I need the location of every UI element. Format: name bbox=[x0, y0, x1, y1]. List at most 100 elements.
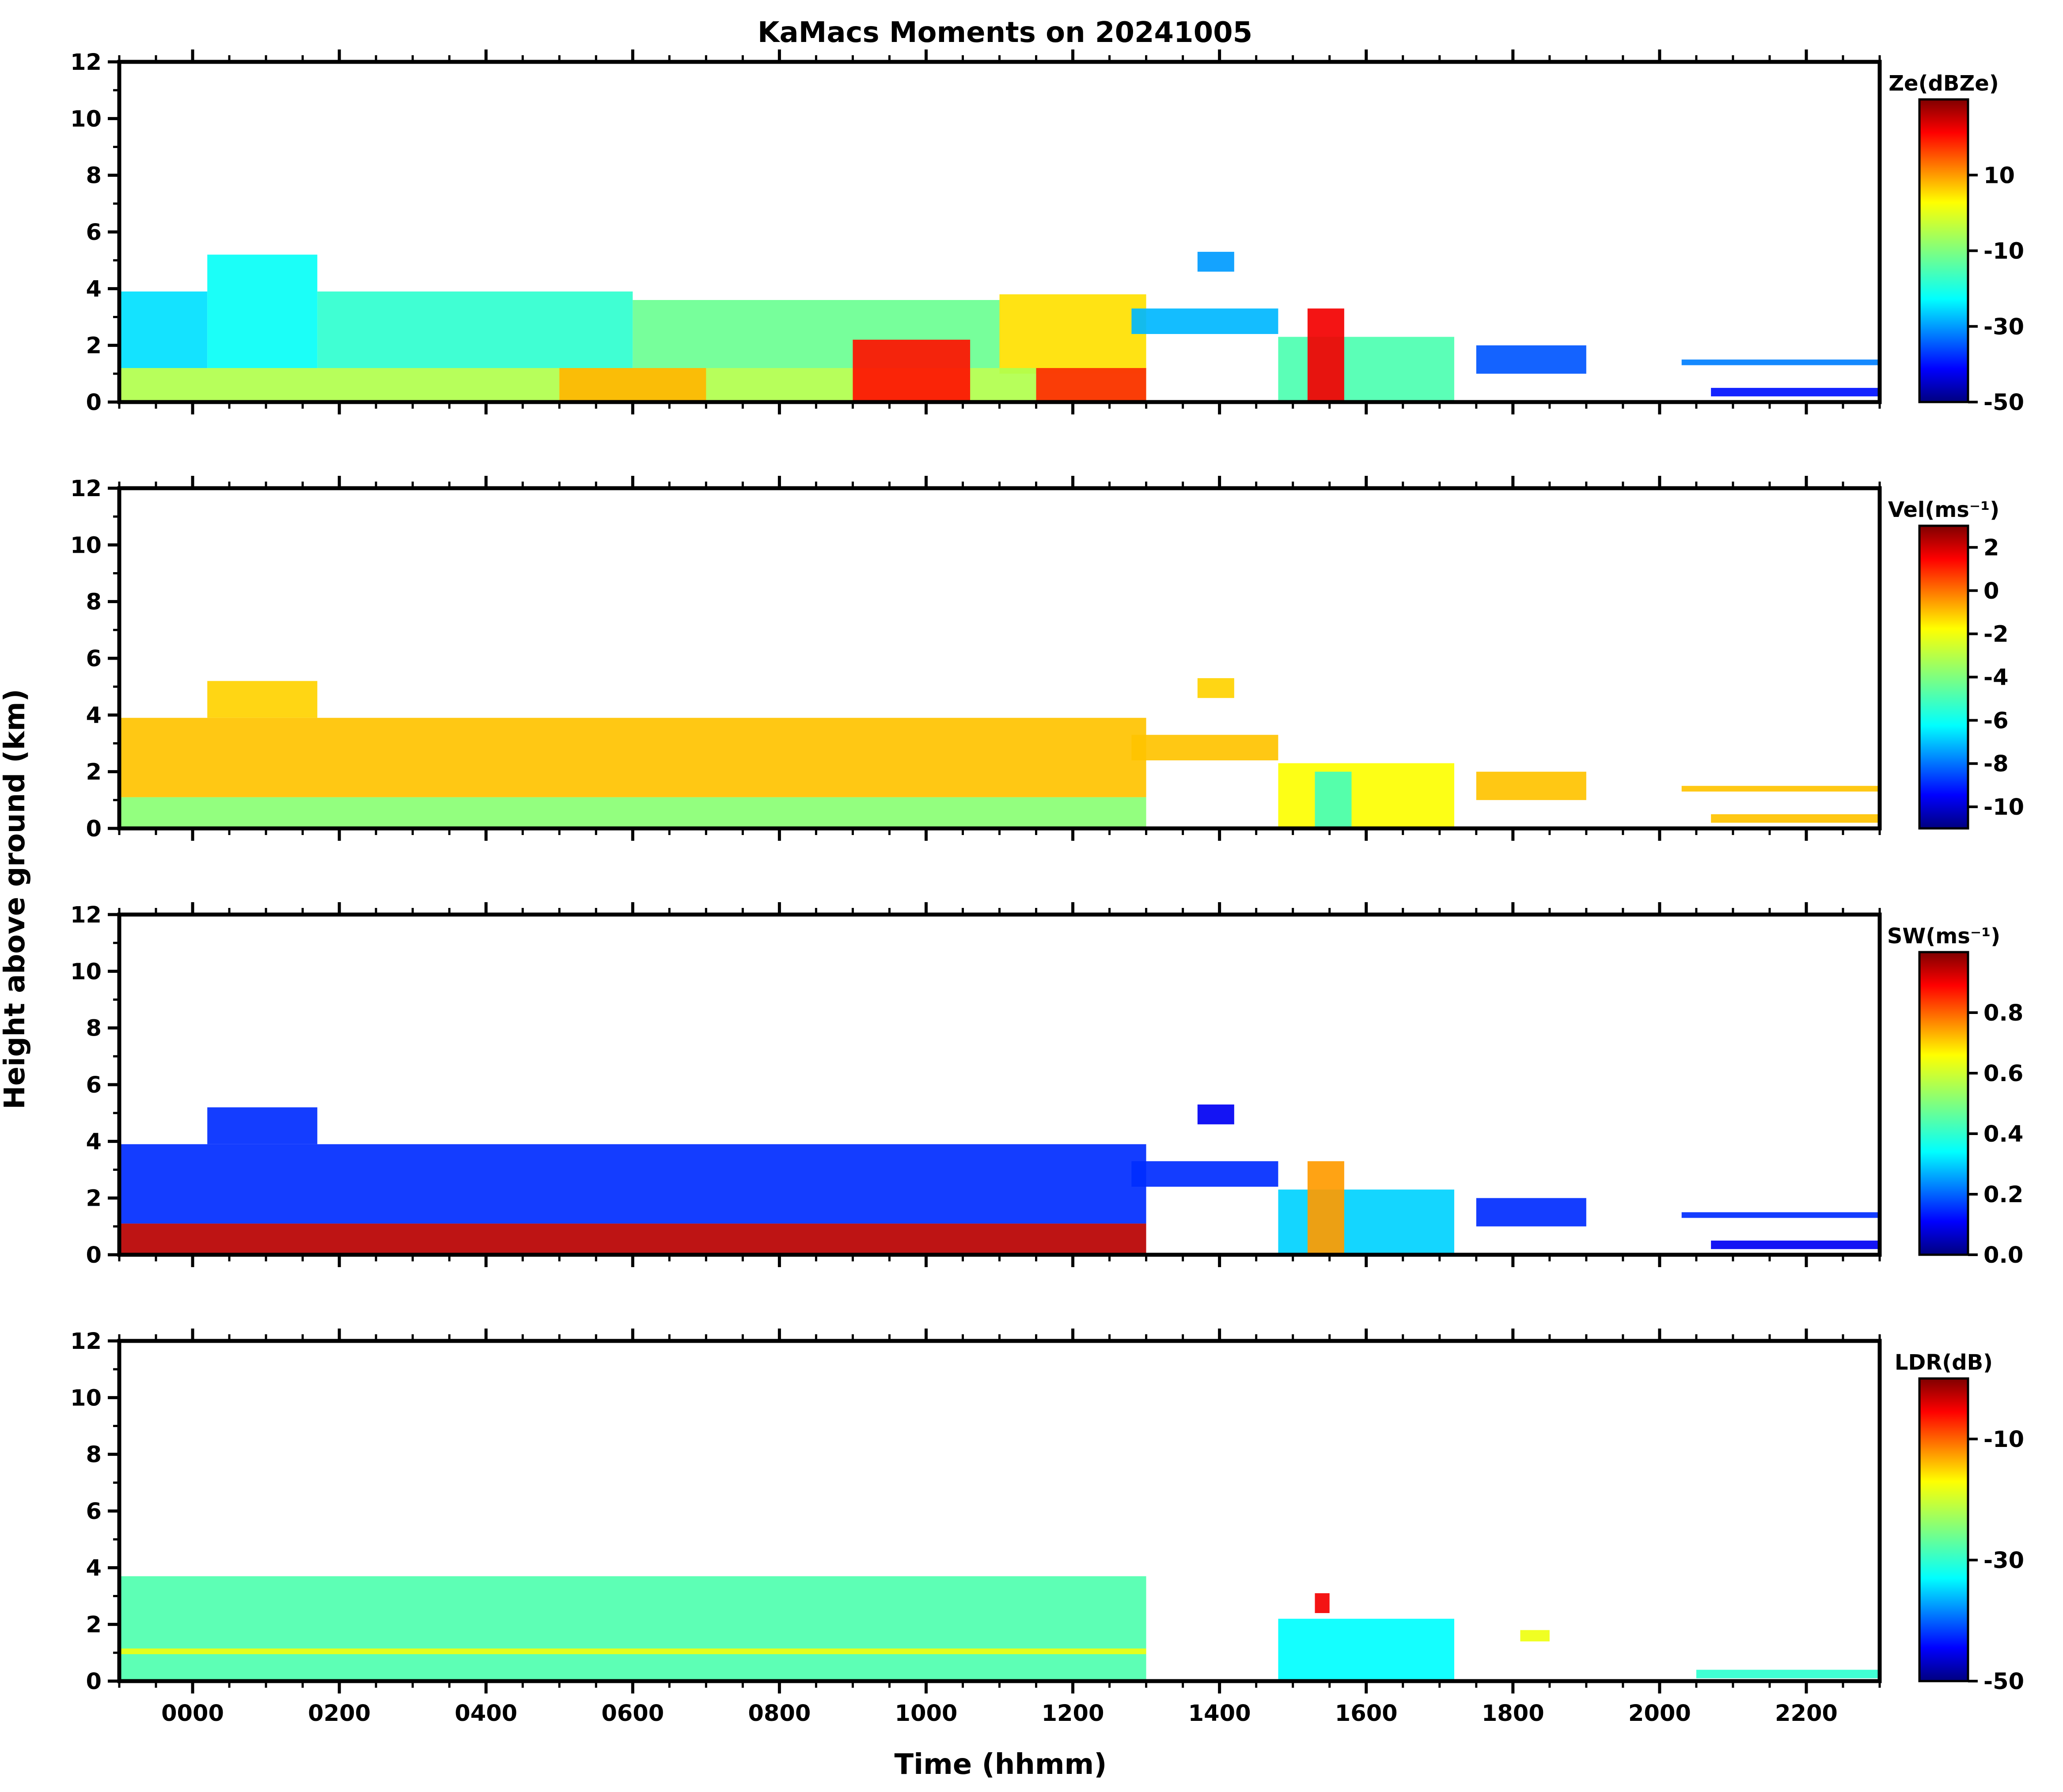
y-tick-label: 6 bbox=[86, 646, 102, 672]
colorbar bbox=[1918, 951, 1969, 1256]
y-axis-label: Height above ground (km) bbox=[0, 689, 31, 1109]
echo-region bbox=[1197, 251, 1234, 272]
colorbar-tick-label: 2 bbox=[1983, 535, 1999, 561]
echo-region bbox=[119, 718, 1146, 797]
echo-region bbox=[1711, 814, 1880, 823]
colorbar-tick-label: 0.6 bbox=[1983, 1061, 2023, 1087]
x-tick-label: 0400 bbox=[455, 1701, 517, 1727]
colorbar-label: LDR(dB) bbox=[1895, 1350, 1993, 1375]
y-tick-label: 10 bbox=[70, 532, 102, 558]
panel-ldr: 0 2 4 6 8 10 12 0000 0200 0400 0600 0800 1000 1200 140… bbox=[70, 1329, 2024, 1727]
echo-region bbox=[119, 291, 208, 368]
echo-region bbox=[1315, 771, 1352, 828]
colorbar-tick-label: -30 bbox=[1983, 1548, 2024, 1574]
echo-region bbox=[1197, 1104, 1234, 1124]
y-tick-label: 0 bbox=[86, 390, 102, 416]
echo-region bbox=[1520, 1630, 1550, 1642]
y-tick-label: 8 bbox=[86, 1016, 102, 1042]
colorbar-label: SW(ms⁻¹) bbox=[1887, 924, 2000, 949]
colorbar-tick-label: -10 bbox=[1983, 794, 2024, 820]
y-tick-label: 8 bbox=[86, 163, 102, 189]
colorbar-tick-label: 10 bbox=[1983, 163, 2015, 189]
echo-region bbox=[1131, 308, 1278, 334]
y-tick-label: 2 bbox=[86, 333, 102, 359]
panel-velocity: 0 2 4 6 8 10 12 Vel(ms⁻¹) 2 0 -2 -4 -6 -8 -10 bbox=[70, 476, 2024, 842]
y-tick-label: 0 bbox=[86, 1242, 102, 1268]
y-tick-label: 10 bbox=[70, 959, 102, 985]
colorbar-tick-label: -50 bbox=[1983, 1669, 2024, 1695]
echo-region bbox=[1711, 387, 1880, 397]
colorbar bbox=[1918, 1377, 1969, 1682]
echo-region bbox=[1278, 1189, 1454, 1255]
colorbar bbox=[1918, 98, 1969, 403]
colorbar-tick-label: 0.4 bbox=[1983, 1121, 2023, 1147]
x-tick-label: 1400 bbox=[1188, 1701, 1251, 1727]
y-tick-label: 12 bbox=[70, 476, 102, 502]
echo-region bbox=[1278, 1618, 1454, 1681]
echo-region bbox=[1036, 368, 1146, 402]
y-tick-label: 10 bbox=[70, 106, 102, 132]
figure-title: KaMacs Moments on 20241005 bbox=[758, 16, 1252, 49]
echo-region bbox=[1131, 735, 1278, 760]
y-tick-label: 12 bbox=[70, 902, 102, 928]
echo-region bbox=[1476, 771, 1586, 800]
echo-region bbox=[1681, 786, 1880, 792]
x-tick-label: 0600 bbox=[601, 1701, 664, 1727]
colorbar-tick-label: 0 bbox=[1983, 578, 1999, 604]
x-tick-label: 2200 bbox=[1775, 1701, 1838, 1727]
x-tick-label: 1600 bbox=[1335, 1701, 1398, 1727]
y-tick-label: 2 bbox=[86, 1612, 102, 1638]
echo-region bbox=[1131, 1161, 1278, 1187]
colorbar-tick-label: -10 bbox=[1983, 239, 2024, 265]
y-tick-label: 0 bbox=[86, 816, 102, 842]
colorbar-tick-label: -8 bbox=[1983, 751, 2009, 777]
x-tick-label: 1800 bbox=[1482, 1701, 1544, 1727]
echo-region bbox=[207, 681, 318, 718]
y-tick-label: 2 bbox=[86, 759, 102, 786]
y-tick-label: 12 bbox=[70, 1329, 102, 1355]
echo-region bbox=[559, 368, 706, 402]
echo-region bbox=[119, 1648, 1146, 1655]
echo-region bbox=[1711, 1240, 1880, 1249]
echo-region bbox=[1681, 359, 1880, 365]
panel-reflectivity: 0 2 4 6 8 10 12 Ze(dBZe) -50 -30 -10 10 bbox=[70, 49, 2024, 416]
x-tick-label: 0800 bbox=[748, 1701, 811, 1727]
echo-region bbox=[1476, 345, 1586, 374]
echo-region bbox=[1315, 1593, 1330, 1613]
echo-region bbox=[1307, 1161, 1344, 1255]
colorbar-label: Ze(dBZe) bbox=[1889, 71, 1999, 96]
y-tick-label: 4 bbox=[86, 702, 102, 729]
echo-region bbox=[1696, 1670, 1880, 1678]
echo-region bbox=[1278, 763, 1454, 828]
echo-region bbox=[1681, 1212, 1880, 1218]
y-tick-label: 6 bbox=[86, 220, 102, 246]
echo-region bbox=[1476, 1198, 1586, 1226]
colorbar-tick-label: -4 bbox=[1983, 665, 2009, 691]
echo-region bbox=[119, 1576, 1146, 1681]
echo-region bbox=[119, 797, 1146, 828]
x-tick-label: 0000 bbox=[161, 1701, 224, 1727]
echo-region bbox=[1278, 337, 1454, 402]
colorbar-tick-label: 0.8 bbox=[1983, 1000, 2023, 1026]
echo-region bbox=[207, 1107, 318, 1144]
echo-region bbox=[999, 294, 1146, 374]
echo-region bbox=[1307, 308, 1344, 402]
colorbar-tick-label: -10 bbox=[1983, 1427, 2024, 1453]
x-tick-label: 2000 bbox=[1628, 1701, 1691, 1727]
colorbar-tick-label: 0.2 bbox=[1983, 1182, 2023, 1208]
y-tick-label: 8 bbox=[86, 1442, 102, 1468]
echo-region bbox=[1197, 678, 1234, 698]
echo-region bbox=[119, 1144, 1146, 1224]
y-tick-label: 6 bbox=[86, 1499, 102, 1525]
colorbar-tick-label: -30 bbox=[1983, 314, 2024, 340]
y-tick-label: 4 bbox=[86, 1129, 102, 1155]
colorbar-tick-label: 0.0 bbox=[1983, 1242, 2023, 1268]
y-tick-label: 2 bbox=[86, 1186, 102, 1212]
colorbar bbox=[1918, 524, 1969, 830]
colorbar-tick-label: -50 bbox=[1983, 390, 2024, 416]
echo-region bbox=[207, 254, 318, 368]
x-tick-label: 1200 bbox=[1042, 1701, 1104, 1727]
y-tick-label: 8 bbox=[86, 589, 102, 615]
x-tick-label: 0200 bbox=[308, 1701, 371, 1727]
